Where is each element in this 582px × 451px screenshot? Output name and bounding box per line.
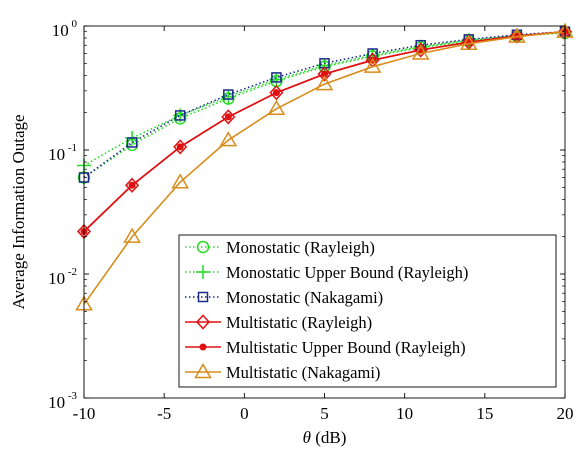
x-tick-label: -10 xyxy=(73,404,96,423)
x-tick-label: 5 xyxy=(320,404,329,423)
y-tick-label: 10 -3 xyxy=(48,390,77,412)
data-point xyxy=(123,227,141,243)
legend-marker xyxy=(195,314,211,330)
data-point xyxy=(219,131,238,147)
data-point xyxy=(176,143,184,151)
legend-marker xyxy=(194,362,212,379)
x-tick-label: 0 xyxy=(240,404,249,423)
y-tick-label: 10 -1 xyxy=(48,142,77,164)
x-axis-label: θ (dB) xyxy=(303,428,347,447)
data-point xyxy=(317,66,332,82)
legend-label: Multistatic (Rayleigh) xyxy=(226,313,372,332)
data-point xyxy=(460,34,478,50)
series-line xyxy=(83,30,566,179)
legend-label: Multistatic Upper Bound (Rayleigh) xyxy=(226,338,466,357)
legend: Monostatic (Rayleigh) Monostatic Upper Bo… xyxy=(178,234,557,388)
legend-entry: Multistatic (Rayleigh) xyxy=(185,313,372,332)
data-point xyxy=(272,89,280,97)
data-point xyxy=(411,44,430,60)
data-point xyxy=(413,42,428,58)
legend-label: Monostatic (Nakagami) xyxy=(226,288,383,307)
series-6 xyxy=(75,22,574,311)
y-axis-label: Average Information Outage xyxy=(9,114,28,309)
legend-label: Multistatic (Nakagami) xyxy=(226,363,380,382)
legend-label: Monostatic Upper Bound (Rayleigh) xyxy=(226,263,468,282)
legend-entry: Multistatic Upper Bound (Rayleigh) xyxy=(185,338,466,357)
legend-entry: Multistatic (Nakagami) xyxy=(185,362,380,382)
y-tick-label: 10 -2 xyxy=(48,266,77,288)
x-tick-label: 15 xyxy=(476,404,493,423)
data-point xyxy=(315,75,334,91)
series-line xyxy=(83,30,566,305)
data-point xyxy=(271,72,282,83)
data-point xyxy=(508,27,526,43)
data-point xyxy=(223,89,234,100)
data-point xyxy=(171,173,189,189)
data-point xyxy=(267,99,286,116)
y-tick-label: 10 0 xyxy=(52,18,78,40)
legend-marker xyxy=(199,343,207,351)
x-tick-label: -5 xyxy=(157,404,171,423)
axes: -10 -5 0 5 10 15 20 10 -3 10 -2 10 -1 10 0 xyxy=(48,18,573,423)
series-line xyxy=(83,32,566,179)
legend-entry: Monostatic Upper Bound (Rayleigh) xyxy=(185,263,468,282)
series-layer xyxy=(75,22,574,311)
x-axis-unit: (dB) xyxy=(311,428,346,447)
data-point xyxy=(125,177,140,193)
legend-marker xyxy=(197,291,209,303)
data-point xyxy=(126,137,138,148)
legend-entry: Monostatic (Nakagami) xyxy=(185,288,383,307)
x-axis-symbol: θ xyxy=(303,428,311,447)
x-tick-label: 20 xyxy=(557,404,574,423)
data-point xyxy=(128,181,136,189)
data-point xyxy=(363,57,382,73)
x-tick-label: 10 xyxy=(396,404,413,423)
legend-entry: Monostatic (Rayleigh) xyxy=(185,238,375,257)
legend-label: Monostatic (Rayleigh) xyxy=(226,238,375,257)
data-point xyxy=(224,113,232,121)
legend-box xyxy=(178,234,557,388)
legend-marker xyxy=(196,240,210,254)
data-point xyxy=(174,110,186,121)
legend-marker xyxy=(196,265,210,279)
